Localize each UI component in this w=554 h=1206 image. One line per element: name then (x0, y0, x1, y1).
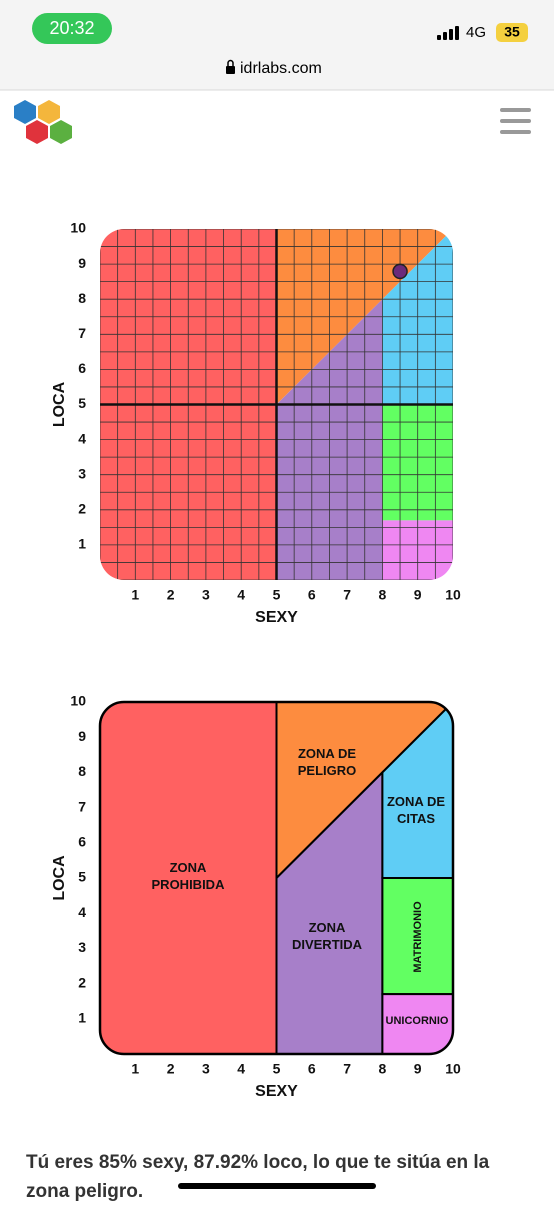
result-text: Tú eres 85% sexy, 87.92% loco, lo que te… (26, 1152, 490, 1202)
zone-label: ZONA (309, 920, 346, 935)
y-tick-label: 3 (78, 939, 86, 955)
y-tick-label: 9 (78, 255, 86, 271)
x-tick-label: 8 (379, 1061, 387, 1077)
y-tick-label: 4 (78, 430, 86, 446)
y-tick-label: 5 (78, 395, 86, 411)
point (392, 263, 408, 280)
time-pill (32, 13, 112, 44)
url[interactable]: idrlabs.com (240, 60, 322, 77)
x-tick-label: 7 (343, 1061, 351, 1077)
x-tick-label: 1 (131, 587, 139, 603)
x-tick-label: 2 (167, 587, 175, 603)
menu-icon[interactable] (500, 108, 531, 134)
signal-icon (437, 26, 459, 40)
x-tick-label: 4 (237, 587, 245, 603)
x-axis-label: SEXY (255, 609, 298, 626)
battery (496, 23, 528, 42)
zone (100, 702, 278, 1054)
x-tick-label: 2 (167, 1061, 175, 1077)
y-tick-label: 2 (78, 501, 86, 517)
x-tick-label: 1 (131, 1061, 139, 1077)
zone-label: UNICORNIO (386, 1015, 449, 1027)
zone-label: MATRIMONIO (412, 901, 424, 973)
y-tick-label: 10 (70, 693, 86, 709)
lock-icon (226, 59, 235, 74)
battery-level: 35 (504, 24, 520, 40)
plot (100, 229, 453, 580)
logo[interactable] (14, 100, 72, 144)
y-tick-label: 1 (78, 1010, 86, 1026)
x-tick-label: 4 (237, 1061, 245, 1077)
y-tick-label: 9 (78, 728, 86, 744)
x-tick-label: 9 (414, 1061, 422, 1077)
time: 20:32 (49, 18, 94, 38)
y-tick-label: 3 (78, 465, 86, 481)
y-tick-label: 6 (78, 360, 86, 376)
x-tick-label: 5 (273, 1061, 281, 1077)
x-tick-label: 6 (308, 587, 316, 603)
x-tick-label: 10 (445, 587, 461, 603)
x-tick-label: 3 (202, 587, 210, 603)
x-tick-label: 5 (273, 587, 281, 603)
y-axis-label: LOCA (51, 381, 68, 427)
x-tick-label: 7 (343, 587, 351, 603)
x-tick-label: 3 (202, 1061, 210, 1077)
plot (100, 702, 453, 1054)
y-tick-label: 2 (78, 974, 86, 990)
y-tick-label: 8 (78, 763, 86, 779)
y-tick-label: 7 (78, 325, 86, 341)
zone-label: DIVERTIDA (292, 937, 363, 952)
network: 4G (466, 24, 486, 41)
zone-label: ZONA DE (298, 746, 356, 761)
y-tick-label: 8 (78, 290, 86, 306)
y-tick-label: 6 (78, 834, 86, 850)
y-tick-label: 5 (78, 869, 86, 885)
x-tick-label: 8 (379, 587, 387, 603)
x-axis-label: SEXY (255, 1083, 298, 1100)
x-tick-label: 6 (308, 1061, 316, 1077)
y-tick-label: 4 (78, 904, 86, 920)
y-tick-label: 10 (70, 220, 86, 236)
frame (98, 700, 455, 1056)
y-tick-label: 1 (78, 536, 86, 552)
y-axis-label: LOCA (51, 855, 68, 901)
home-indicator (178, 1183, 376, 1189)
zone-label: PROHIBIDA (152, 877, 226, 892)
x-tick-label: 9 (414, 587, 422, 603)
zone-label: PELIGRO (298, 763, 357, 778)
y-tick-label: 7 (78, 798, 86, 814)
x-tick-label: 10 (445, 1061, 461, 1077)
zone-label: CITAS (397, 811, 435, 826)
zone (381, 993, 453, 1054)
zone-label: ZONA DE (387, 794, 445, 809)
zone-label: ZONA (170, 860, 207, 875)
